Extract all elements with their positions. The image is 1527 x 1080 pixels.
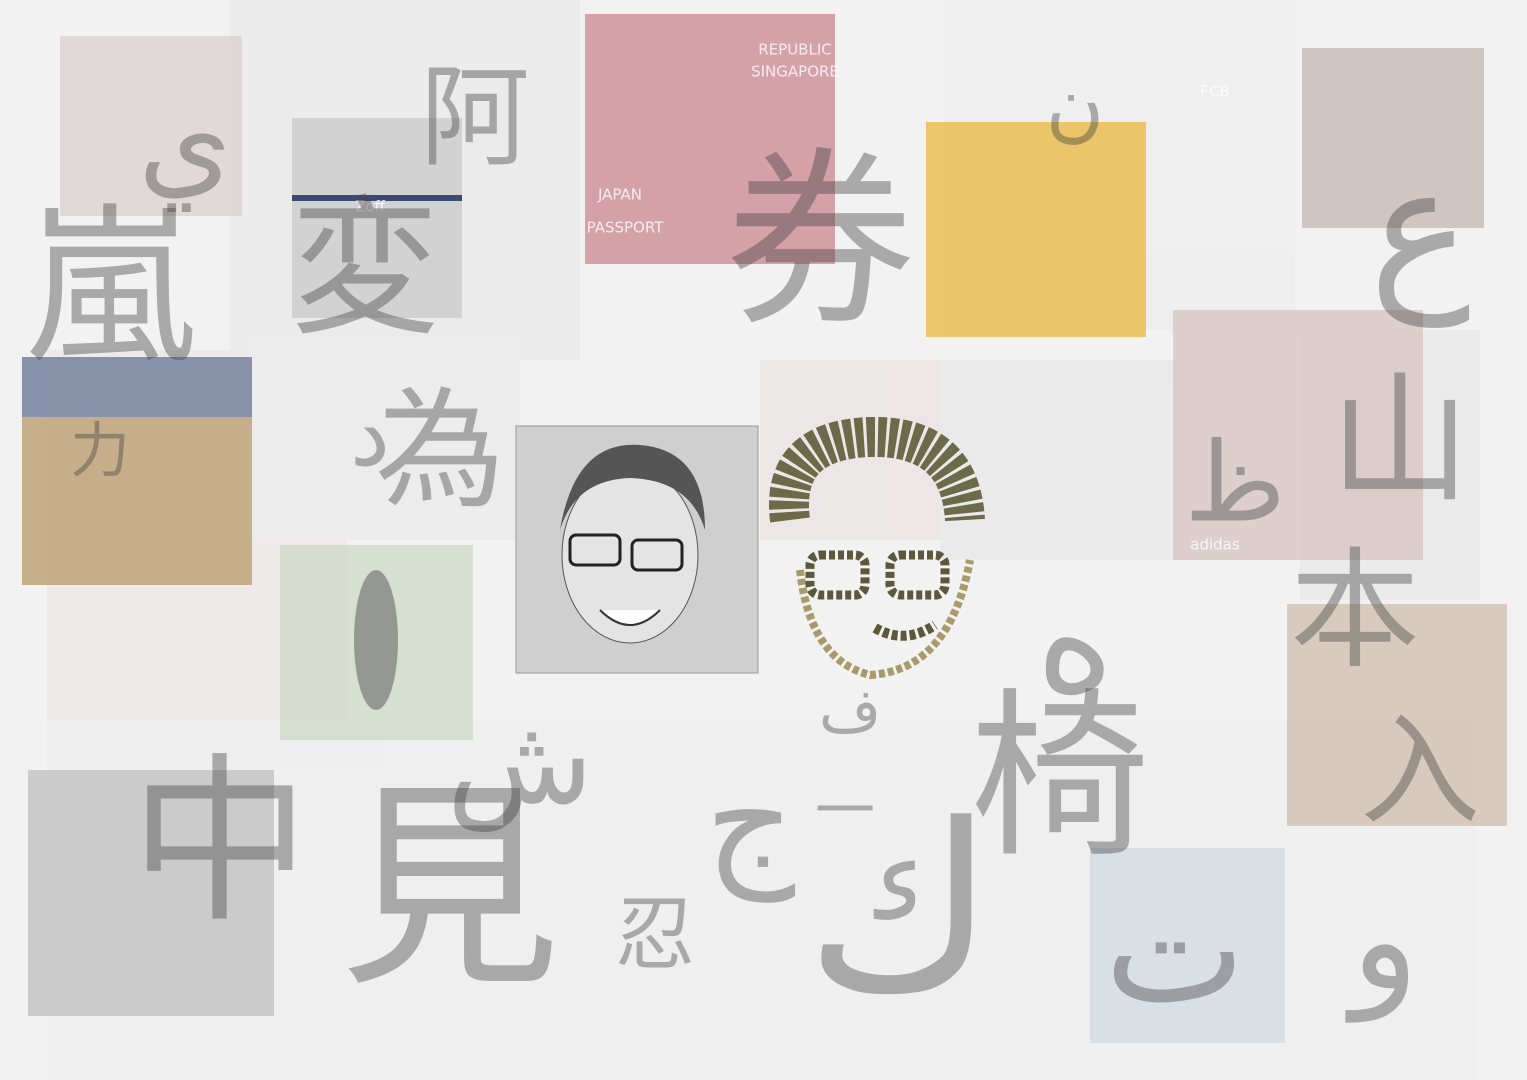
- glyph: 変: [290, 183, 440, 357]
- glyph: ه: [1036, 553, 1115, 727]
- glyph: 忍: [615, 888, 695, 981]
- glyph: 嵐: [25, 189, 195, 387]
- photo: [940, 360, 1190, 560]
- photo-desert: [1287, 604, 1507, 826]
- photo: [250, 340, 520, 540]
- glyph: 為: [375, 375, 505, 527]
- photo-label: JAPAN: [597, 186, 642, 204]
- mosaic-jaw: [796, 559, 974, 680]
- glyph: ش: [447, 693, 593, 832]
- glyph: 見: [340, 761, 560, 1017]
- glyph: 山: [1330, 360, 1470, 523]
- hair: [560, 444, 705, 530]
- glyph: 力: [70, 417, 130, 487]
- phone: [354, 570, 398, 710]
- mosaic-glasses: [885, 550, 950, 600]
- glyph: 椅: [970, 673, 1150, 882]
- sketch-portrait: [515, 425, 759, 674]
- glyph: 阿: [420, 53, 530, 181]
- glyph: ن: [1046, 58, 1105, 151]
- glyph: 入: [1360, 703, 1480, 842]
- photo-merlion: [1090, 848, 1285, 1043]
- photo-eye: [60, 36, 242, 216]
- photo-sky: [22, 357, 252, 417]
- photo-racket: [28, 770, 274, 1016]
- glyph: ع: [1369, 129, 1470, 327]
- mosaic-portrait: [769, 416, 985, 680]
- glyph: ج: [705, 740, 796, 903]
- photo-label: adidas: [1190, 536, 1240, 554]
- glyph: ي: [138, 73, 232, 212]
- glasses: [630, 538, 684, 572]
- photo-label: PASSPORT: [587, 219, 665, 237]
- smile: [599, 609, 661, 626]
- glyph: ك: [805, 776, 995, 1043]
- glyph: 券: [725, 131, 915, 352]
- photo-passports: [585, 14, 835, 264]
- glyph: ت: [1104, 863, 1245, 1037]
- glyph: و: [1345, 860, 1419, 1024]
- glyph: 中: [130, 738, 310, 947]
- photo-label: REPUBLIC: [758, 41, 831, 59]
- photo-hippo: [1302, 48, 1484, 228]
- photo-ball: [1173, 310, 1423, 560]
- glyph: ظ: [1184, 418, 1286, 546]
- glyph-layer: ي 阿嵐変 券 ن ع 力 د為 山ظ本 ه 入 中見 جش忍 ف一 椅ك وت: [25, 53, 1480, 1043]
- photo-glasses: [292, 118, 462, 318]
- glyph: ف: [819, 677, 881, 747]
- photo-label: Zoff: [355, 198, 385, 216]
- glyph: 一: [815, 777, 875, 847]
- photo-label: FCB: [1200, 83, 1229, 101]
- photo-labels: JAPAN PASSPORT REPUBLIC SINGAPORE FCB Zoff adi…: [355, 41, 1240, 554]
- glasses: [568, 533, 622, 567]
- mosaic-glasses: [805, 550, 870, 600]
- glyph: 本: [1290, 535, 1420, 687]
- mosaic-hair: [769, 416, 985, 523]
- mosaic-mouth: [872, 620, 938, 641]
- photo-label: SINGAPORE: [751, 63, 839, 81]
- glyph: د: [350, 382, 390, 487]
- photo-sushi: [926, 122, 1146, 337]
